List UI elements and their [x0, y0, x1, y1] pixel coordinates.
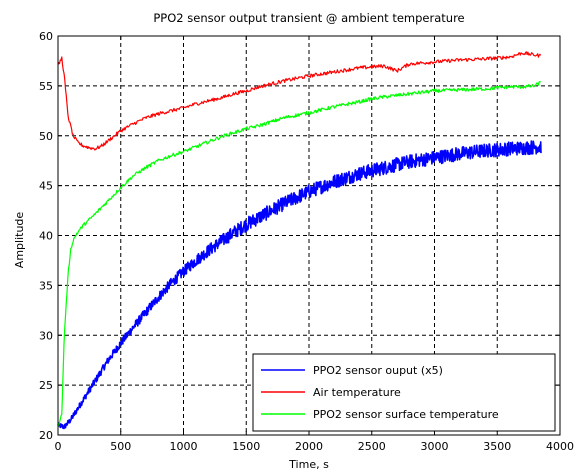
legend-label: PPO2 sensor surface temperature — [313, 408, 499, 421]
plot-area — [57, 51, 542, 430]
y-tick-label: 40 — [39, 230, 53, 243]
y-tick-label: 35 — [39, 279, 53, 292]
chart-title: PPO2 sensor output transient @ ambient t… — [153, 11, 464, 25]
y-tick-label: 45 — [39, 180, 53, 193]
x-tick-label: 1000 — [170, 440, 198, 453]
x-tick-label: 1500 — [232, 440, 260, 453]
y-axis-label: Amplitude — [13, 212, 26, 269]
legend: PPO2 sensor ouput (x5) Air temperature PPO… — [252, 353, 556, 432]
x-tick-label: 500 — [110, 440, 131, 453]
y-tick-label: 25 — [39, 379, 53, 392]
ticks-layer: 0 500 1000 1500 2000 2500 3000 3500 4000 20 25 30 35… — [39, 30, 574, 453]
x-tick-label: 3500 — [483, 440, 511, 453]
legend-label: Air temperature — [313, 386, 401, 399]
legend-label: PPO2 sensor ouput (x5) — [313, 364, 443, 377]
y-tick-label: 50 — [39, 130, 53, 143]
series-line-3 — [57, 80, 542, 427]
x-tick-label: 2000 — [295, 440, 323, 453]
x-tick-label: 4000 — [546, 440, 574, 453]
x-tick-label: 2500 — [358, 440, 386, 453]
x-tick-label: 0 — [55, 440, 62, 453]
x-tick-label: 3000 — [421, 440, 449, 453]
y-tick-label: 60 — [39, 30, 53, 43]
y-tick-label: 20 — [39, 429, 53, 442]
y-tick-label: 30 — [39, 329, 53, 342]
series-line-1 — [57, 140, 542, 430]
y-tick-label: 55 — [39, 80, 53, 93]
x-axis-label: Time, s — [288, 458, 329, 471]
series-line-2 — [57, 51, 542, 151]
